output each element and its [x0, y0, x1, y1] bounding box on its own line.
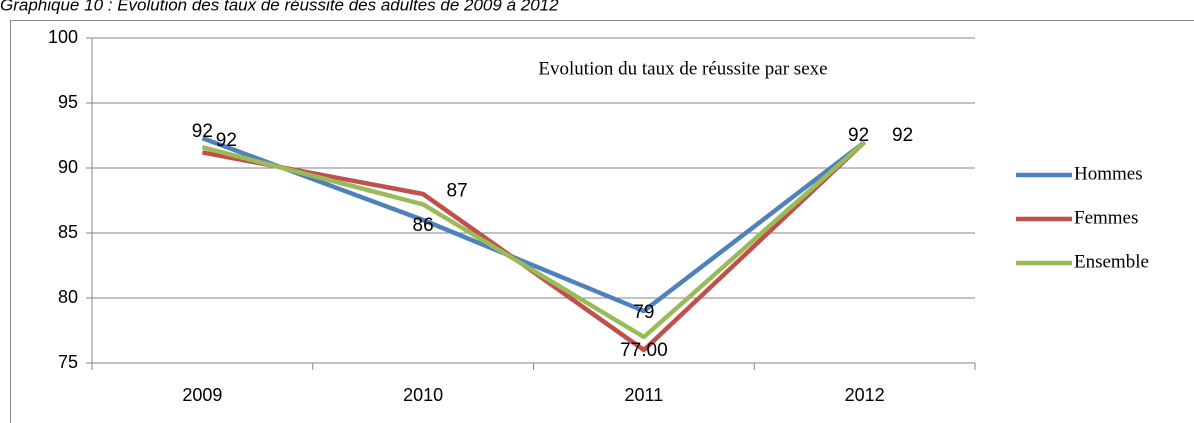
y-tick-label: 100 — [48, 27, 78, 47]
data-label: 92 — [892, 125, 913, 146]
legend-label: Hommes — [1074, 163, 1143, 184]
data-label: 92 — [848, 125, 869, 146]
x-tick-label: 2012 — [845, 385, 885, 405]
chart-caption: Graphique 10 : Evolution des taux de réu… — [0, 0, 559, 14]
x-tick-label: 2009 — [182, 385, 222, 405]
x-tick-label: 2011 — [625, 385, 664, 405]
y-tick-label: 75 — [58, 352, 78, 372]
legend-label: Ensemble — [1074, 251, 1149, 272]
data-label: 79 — [633, 302, 654, 323]
data-label: 92 — [192, 121, 213, 142]
chart-frame — [10, 20, 1194, 423]
chart-title: Evolution du taux de réussite par sexe — [538, 58, 827, 79]
series-line — [201, 135, 866, 314]
y-tick-label: 95 — [58, 92, 78, 112]
data-label: 86 — [413, 215, 434, 236]
x-tick-label: 2010 — [403, 385, 443, 405]
y-tick-label: 80 — [58, 287, 78, 307]
data-label: 87 — [447, 180, 468, 201]
series-line — [201, 140, 867, 340]
y-tick-label: 85 — [58, 222, 78, 242]
data-label: 77.00 — [620, 340, 668, 361]
legend-label: Femmes — [1074, 207, 1138, 228]
y-tick-label: 90 — [58, 157, 78, 177]
data-label: 92 — [216, 130, 237, 151]
